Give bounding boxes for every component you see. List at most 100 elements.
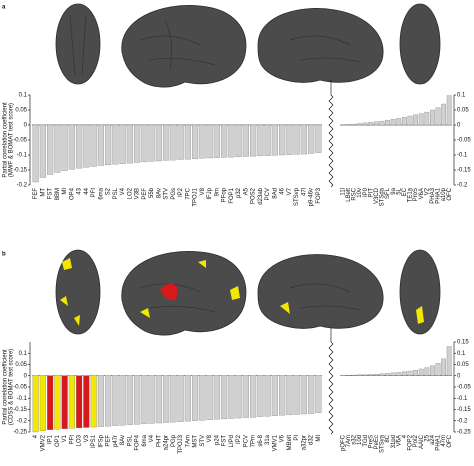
x-tick-label: OFC [447, 434, 453, 447]
x-tick-label: TPOJ3 [178, 434, 184, 453]
x-tick-label: AAIC [419, 434, 425, 449]
highlight-region [160, 283, 178, 301]
x-tick-label: V6A [419, 188, 425, 199]
bar [32, 124, 39, 183]
x-tick-label: A5 [243, 187, 249, 195]
y-tick-label: 0 [457, 373, 461, 379]
x-tick-label: 8Av [156, 188, 162, 198]
bar [379, 373, 385, 376]
bar [308, 375, 315, 414]
bar [97, 124, 104, 166]
bar [32, 375, 39, 433]
bar [163, 124, 170, 161]
sulci [69, 14, 361, 76]
x-tick-label: V8 [207, 434, 213, 442]
y-tick-label: 0.05 [15, 108, 27, 114]
x-tick-label: FOP1 [229, 187, 235, 203]
bar [119, 124, 126, 164]
bar [177, 375, 184, 422]
bar [362, 374, 368, 376]
y-tick-label: -0.25 [457, 430, 471, 436]
x-tick-label: PI [294, 435, 300, 441]
bar [39, 124, 46, 178]
x-tick-label: V4 [120, 187, 126, 195]
y-tick-label: -0.05 [457, 385, 471, 391]
x-tick-label: PCV [243, 435, 249, 447]
bar [385, 373, 390, 376]
brain-ventral [399, 249, 441, 335]
bar [390, 372, 396, 376]
axis-break [328, 94, 334, 188]
x-tick-label: FOP4 [135, 434, 141, 450]
bar [119, 375, 126, 426]
x-tick-label: 47m [441, 435, 447, 447]
bar [47, 124, 54, 175]
bar [163, 375, 170, 423]
x-tick-label: p47r [113, 435, 119, 447]
bar [213, 124, 220, 158]
y-tick-label: 0.1 [457, 351, 466, 357]
x-tick-label: PIT [368, 188, 374, 198]
x-tick-label: LBelt [346, 188, 352, 202]
x-tick-label: PEF [106, 435, 112, 447]
x-tick-label: V4 [149, 434, 155, 442]
x-tick-label: 7PC [185, 187, 191, 199]
bar [83, 124, 90, 168]
x-tick-label: PHA3 [430, 187, 436, 203]
bar [221, 124, 228, 158]
x-tick-label: LO2 [127, 187, 133, 199]
bar [379, 120, 385, 126]
y-tick-label: -0.05 [13, 138, 27, 144]
x-tick-label: 10d [357, 435, 363, 445]
bar [402, 117, 407, 126]
x-tick-label: LO3 [77, 434, 83, 446]
bar [250, 124, 257, 157]
x-tick-label: 31pd [391, 435, 397, 448]
bar [396, 372, 402, 376]
brain-lateral [121, 5, 247, 88]
bar [141, 375, 148, 425]
bar [264, 375, 271, 417]
bar [374, 374, 379, 376]
bar [228, 124, 235, 158]
x-tick-label: s32 [352, 434, 358, 444]
x-tick-label: FST [48, 188, 54, 200]
x-tick-label: 7Am [185, 435, 191, 447]
bar [264, 124, 271, 156]
axis-break [328, 341, 334, 435]
x-tick-label: PreS [368, 435, 374, 448]
x-tick-label: s6-8 [258, 434, 264, 446]
bar [346, 124, 351, 126]
x-tick-label: TGd [363, 435, 369, 447]
bar [184, 124, 191, 160]
x-tick-label: PFt [69, 435, 75, 445]
y-tick-label: -0.15 [13, 168, 27, 174]
bar [170, 124, 177, 161]
x-tick-label: PoI2 [413, 434, 419, 447]
bar [235, 375, 242, 419]
x-tick-label: p32 [236, 187, 242, 198]
y-axis-label: Partial correlation coefficient [3, 349, 9, 425]
bar [155, 375, 162, 424]
x-tick-label: V3B [135, 188, 141, 199]
bar [141, 124, 148, 163]
bar [126, 375, 133, 425]
x-tick-label: PeEc [374, 435, 380, 449]
bar [148, 375, 155, 424]
bar [242, 124, 249, 157]
bar [83, 375, 90, 428]
bar [293, 124, 300, 155]
x-tick-label: IP2 [236, 434, 242, 444]
bar [446, 95, 452, 126]
x-tick-label: FOP3 [316, 187, 322, 203]
bar [446, 346, 452, 376]
x-tick-label: IP0 [363, 187, 369, 197]
x-tick-label: V8 [200, 187, 206, 195]
bar [39, 375, 46, 432]
y-tick-label: 0.1 [457, 93, 466, 99]
bar [61, 375, 68, 429]
bar [192, 375, 199, 421]
y-tick-label: -0.1 [17, 396, 28, 402]
x-tick-label: PFop [222, 187, 228, 202]
